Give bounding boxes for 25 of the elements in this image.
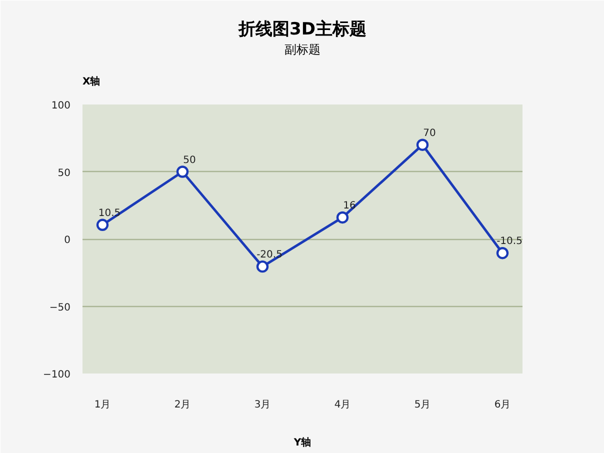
data-label: -10.5 [496, 236, 522, 248]
point [336, 211, 349, 224]
y-tick-label: 0 [64, 235, 71, 246]
data-label: 50 [183, 154, 196, 166]
data-label: 10.5 [98, 208, 121, 219]
x-tick-label: 3月 [254, 400, 271, 410]
point [256, 260, 269, 273]
y-tick-label: −100 [43, 370, 71, 380]
x-tick-label: 5月 [414, 400, 431, 410]
data-label: 70 [423, 128, 436, 139]
y-tick-label: 100 [51, 100, 71, 112]
x-axis-title: Y轴 [292, 436, 312, 448]
point [416, 138, 429, 151]
y-tick-label: 50 [58, 168, 71, 179]
x-tick-label: 1月 [94, 400, 111, 410]
x-tick-label: 2月 [174, 400, 191, 410]
y-axis-title: X轴 [82, 76, 100, 88]
chart-title: 折线图3D主标题 [238, 20, 366, 40]
x-tick-label: 6月 [494, 400, 511, 410]
point [496, 247, 509, 260]
y-tick-label: −50 [49, 302, 71, 314]
x-tick-label: 4月 [334, 400, 351, 410]
point [96, 218, 109, 231]
point [176, 166, 189, 178]
chart-subtitle: 副标题 [284, 42, 320, 56]
